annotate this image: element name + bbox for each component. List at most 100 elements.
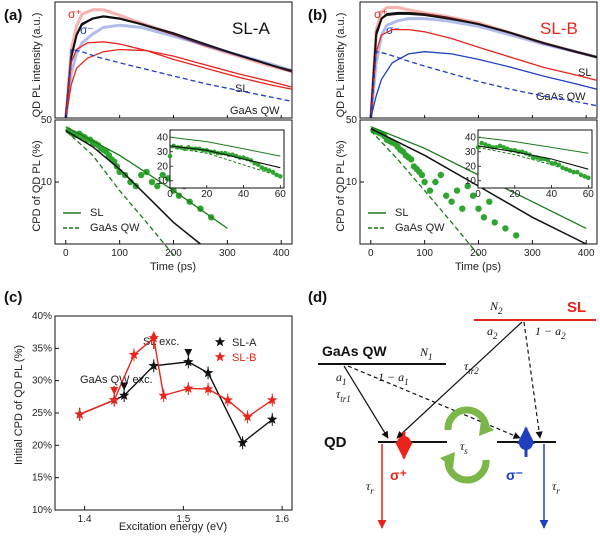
inset-point [538,156,543,162]
n2-sub: 2 [498,306,503,316]
cpd-xtick-label-300: 300 [524,248,541,259]
sigma-plus-label: σ⁺ [390,467,407,483]
inset-point [530,155,536,160]
pl-series-sl [370,28,598,119]
c-line-sl-b [79,336,273,418]
cpd-point [469,192,477,199]
c-point-sl-b [202,383,214,394]
pl-series-fit_total [65,15,293,119]
tau-r-text-minus: τ [552,479,557,493]
cpd-xtick-label-300: 300 [219,248,236,259]
tau-s-text: τ [460,439,465,453]
one-minus-a1-text: 1 − a [378,370,404,384]
cpd-ytick-label-50: 50 [346,115,358,126]
inset-point [259,165,265,170]
qd-label: QD [324,434,347,451]
svg-text:τtr2: τtr2 [464,359,479,376]
cpd-xtick-label-0: 0 [368,248,374,259]
ylabel-pl-a: QD PL intensity (a.u.) [31,13,43,118]
cpd-xtick-label-200: 200 [165,248,182,259]
pl-intensity-chart-a: QD PL intensity (a.u.) SL-A σ⁺ σ⁻ SL GaA… [31,1,293,119]
inset-point [545,158,551,163]
initial-cpd-chart: Initial CPD of QD PL (%) Excitation ener… [13,311,293,533]
inset-point [560,165,565,170]
cpd-point [480,214,488,221]
a1-text: a [336,370,342,384]
cpd-line-sl [65,126,228,229]
inset-point [564,166,569,172]
pl-intensity-chart-b: QD PL intensity (a.u.) SL-B σ⁺ σ⁻ SL GaA… [335,1,598,119]
inset-xtick-label-0: 0 [167,189,173,200]
inset-ytick-label-40: 40 [465,132,477,143]
inset-xtick-label-40: 40 [238,189,250,200]
inset-line-gaas [169,146,281,177]
cpd-point [175,192,183,199]
cpd-point [486,198,493,205]
cpd-point [426,187,434,194]
ylabel-initial-cpd: Initial CPD of QD PL (%) [13,345,25,465]
cpd-point [132,182,139,190]
xlabel-time-a: Time (ps) [150,261,196,273]
arrow-sl-to-qd-plus [396,321,523,439]
inset-ytick-label-20: 20 [157,161,169,172]
inset-point [278,174,283,179]
cpd-point [437,171,444,179]
inset-point [267,168,272,173]
cpd-point [475,205,482,212]
legend-sl-b: SL [395,207,408,219]
pl-series-fit_total [370,13,598,119]
title-sl-a: SL-A [232,19,270,38]
c-ytick-label-25: 25% [32,408,52,419]
c-xtick-label-1.4: 1.4 [78,514,92,525]
cpd-xtick-label-100: 100 [416,248,433,259]
panel-label-d: (d) [308,289,327,306]
pl-series-gaas-qw [65,48,293,119]
c-point-sl-b [222,394,233,405]
label-sigma-minus-a: σ⁻ [80,23,94,37]
legend-gaas-b: GaAs QW [395,222,445,234]
cpd-point [459,205,466,212]
pl-series-sigma_plus [64,8,293,119]
inset-point [479,140,485,146]
cpd-point [502,225,509,232]
cycle-head-bottom-icon [440,452,455,468]
legend-gaas-a: GaAs QW [90,222,140,234]
cpd-point [159,171,166,179]
cpd-line-gaas [370,130,480,256]
label-sigma-plus-a: σ⁺ [68,7,82,21]
cpd-ytick-label-10: 10 [41,177,53,188]
gaas-qw-label: GaAs QW [322,343,387,359]
ylabel-cpd-a: CPD of QD PL (%) [31,140,43,231]
arrow-gaas-to-qd-plus [343,365,389,439]
inset-point [501,145,507,150]
panel-label-a: (a) [4,7,22,24]
cpd-xtick-label-200: 200 [470,248,487,259]
cpd-point [154,182,161,190]
tau-r-sub-plus: r [370,486,374,496]
c-point-sl-a [148,360,159,371]
label-gaas-a: GaAs QW [230,105,280,117]
cpd-point [408,156,415,163]
pl-series-sl [65,48,293,119]
inset-point [274,172,279,178]
label-sl-a: SL [235,83,248,95]
c-point-sl-b [183,382,194,393]
legend-sl-a: SL [90,207,103,219]
inset-xtick-label-0: 0 [475,189,481,200]
cpd-chart-b: CPD of QD PL (%) Time (ps) SL GaAs QW 0 1… [335,115,598,273]
ylabel-pl-b: QD PL intensity (a.u.) [335,13,347,118]
title-sl-b: SL-B [540,19,578,38]
cpd-xtick-label-100: 100 [111,248,128,259]
n1-text: N [419,345,429,359]
n1-sub: 1 [428,352,433,362]
inset-point [578,172,584,178]
inset-ytick-label-30: 30 [465,147,477,158]
tau-tr1-text: τ [336,387,341,401]
xlabel-time-b: Time (ps) [455,261,501,273]
cycle-arrow-top-icon [444,406,490,431]
c-point-sl-b [158,390,169,400]
tau-tr2-text: τ [464,359,469,373]
cycle-head-top-icon [479,420,494,436]
inset-line-fit [477,145,589,170]
